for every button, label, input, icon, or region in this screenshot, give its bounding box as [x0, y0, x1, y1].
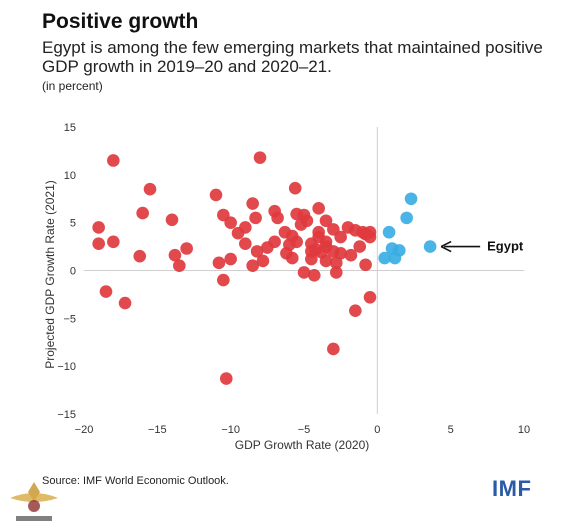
red-data-point — [239, 221, 252, 234]
red-data-point — [353, 240, 367, 253]
red-data-point — [133, 249, 147, 263]
blue-data-point — [388, 251, 402, 265]
x-axis-label: GDP Growth Rate (2020) — [235, 438, 370, 452]
y-axis-label: Projected GDP Growth Rate (2021) — [43, 180, 57, 369]
red-data-point — [212, 256, 226, 270]
red-data-point — [334, 246, 347, 260]
red-data-point — [344, 248, 358, 262]
red-data-point — [329, 266, 343, 279]
red-data-point — [297, 266, 311, 279]
blue-data-point — [378, 251, 391, 265]
red-data-point — [246, 259, 259, 273]
red-data-point — [359, 227, 372, 241]
red-data-point — [118, 296, 132, 310]
imf-logo: IMF — [492, 476, 532, 501]
y-tick-label: 0 — [70, 266, 76, 278]
red-data-point — [359, 258, 372, 272]
red-data-point — [92, 237, 105, 251]
red-data-point — [327, 342, 340, 356]
red-data-point — [290, 235, 303, 249]
red-data-point — [249, 211, 262, 225]
red-data-point — [312, 202, 325, 215]
x-tick-label: −10 — [221, 424, 240, 436]
red-data-point — [319, 235, 333, 249]
red-data-point — [319, 214, 333, 228]
red-data-point — [268, 235, 281, 249]
red-data-point — [315, 246, 328, 259]
red-data-point — [168, 248, 182, 262]
red-data-point — [300, 214, 314, 228]
y-tick-label: −5 — [63, 313, 76, 325]
axes: −20 −15 −10 −5 0 5 10 15 10 5 0 −5 −10 −15 GDP Growth … — [43, 122, 530, 452]
red-data-point — [285, 251, 299, 265]
blue-data-point — [400, 211, 413, 225]
blue-data-point — [382, 225, 396, 239]
x-tick-label: −15 — [148, 424, 167, 436]
red-data-point — [312, 225, 325, 239]
data-points — [92, 151, 437, 385]
x-tick-label: 10 — [518, 424, 530, 436]
x-tick-label: 0 — [374, 424, 380, 436]
red-data-point — [256, 254, 270, 268]
scatter-chart: −20 −15 −10 −5 0 5 10 15 10 5 0 −5 −10 −15 GDP Growth … — [43, 122, 530, 452]
red-data-point — [165, 213, 179, 227]
x-tick-label: −20 — [75, 424, 94, 436]
red-data-point — [180, 242, 193, 255]
red-data-point — [136, 206, 149, 220]
x-tick-label: −5 — [298, 424, 311, 436]
blue-data-point — [404, 192, 418, 206]
x-tick-label: 5 — [448, 424, 454, 436]
red-data-point — [239, 237, 252, 251]
red-data-point — [253, 151, 267, 164]
red-data-point — [307, 268, 321, 282]
red-data-point — [349, 304, 362, 317]
red-data-point — [305, 245, 318, 258]
red-data-point — [334, 230, 347, 244]
arrow-head-icon — [440, 240, 452, 253]
red-data-point — [219, 372, 233, 385]
red-data-point — [92, 221, 105, 234]
unit-note: (in percent) — [42, 79, 103, 93]
chart-title: Positive growth — [42, 10, 199, 33]
red-data-point — [329, 256, 343, 270]
red-data-point — [288, 181, 302, 195]
red-data-point — [271, 211, 284, 225]
annotation: Egypt — [440, 239, 524, 254]
red-data-point — [217, 273, 230, 287]
red-data-point — [363, 290, 377, 304]
red-data-point — [246, 197, 259, 210]
red-data-point — [107, 235, 120, 249]
red-data-point — [99, 285, 113, 298]
blue-data-point — [423, 240, 437, 253]
y-tick-label: −15 — [57, 409, 76, 421]
source-note: Source: IMF World Economic Outlook. — [42, 475, 229, 487]
y-tick-label: 5 — [70, 218, 76, 230]
y-tick-label: 10 — [64, 170, 76, 182]
chart-subtitle: Egypt is among the few emerging markets … — [42, 38, 543, 76]
red-data-point — [173, 259, 186, 273]
y-tick-label: 15 — [64, 122, 76, 134]
red-data-point — [224, 252, 237, 266]
red-data-point — [250, 245, 264, 258]
red-data-point — [224, 216, 237, 229]
red-data-point — [209, 188, 223, 202]
red-data-point — [107, 154, 120, 167]
watermark-seal-icon — [10, 482, 58, 521]
annotation-label: Egypt — [487, 239, 524, 254]
red-data-point — [143, 182, 157, 196]
y-tick-label: −10 — [57, 361, 76, 373]
